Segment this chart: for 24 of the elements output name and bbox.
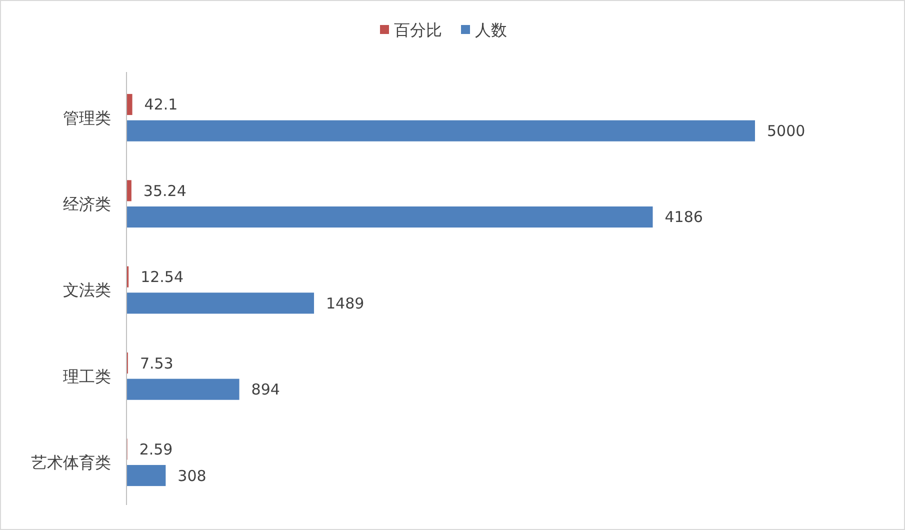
bar [127,464,166,486]
data-label: 2.59 [139,440,173,458]
y-tick-label: 管理类 [63,108,111,128]
data-label: 7.53 [140,354,174,372]
y-tick-label: 经济类 [63,194,111,214]
data-label: 894 [251,380,280,399]
bar [127,94,132,116]
y-tick-label: 理工类 [63,366,111,386]
data-label: 1489 [326,294,364,312]
data-label: 35.24 [143,182,186,200]
legend-label: 百分比 [394,20,442,40]
data-label: 12.54 [140,268,184,286]
data-label: 42.1 [144,96,178,114]
bar [127,120,755,142]
data-label: 5000 [767,122,806,140]
y-tick-label: 艺术体育类 [31,452,111,472]
y-tick-label: 文法类 [63,280,111,300]
legend-label: 人数 [475,20,507,40]
data-label: 4186 [664,208,703,226]
bar [127,292,314,314]
data-label: 308 [178,466,206,485]
bar [127,378,240,400]
bar [127,180,132,202]
bar [127,206,653,228]
